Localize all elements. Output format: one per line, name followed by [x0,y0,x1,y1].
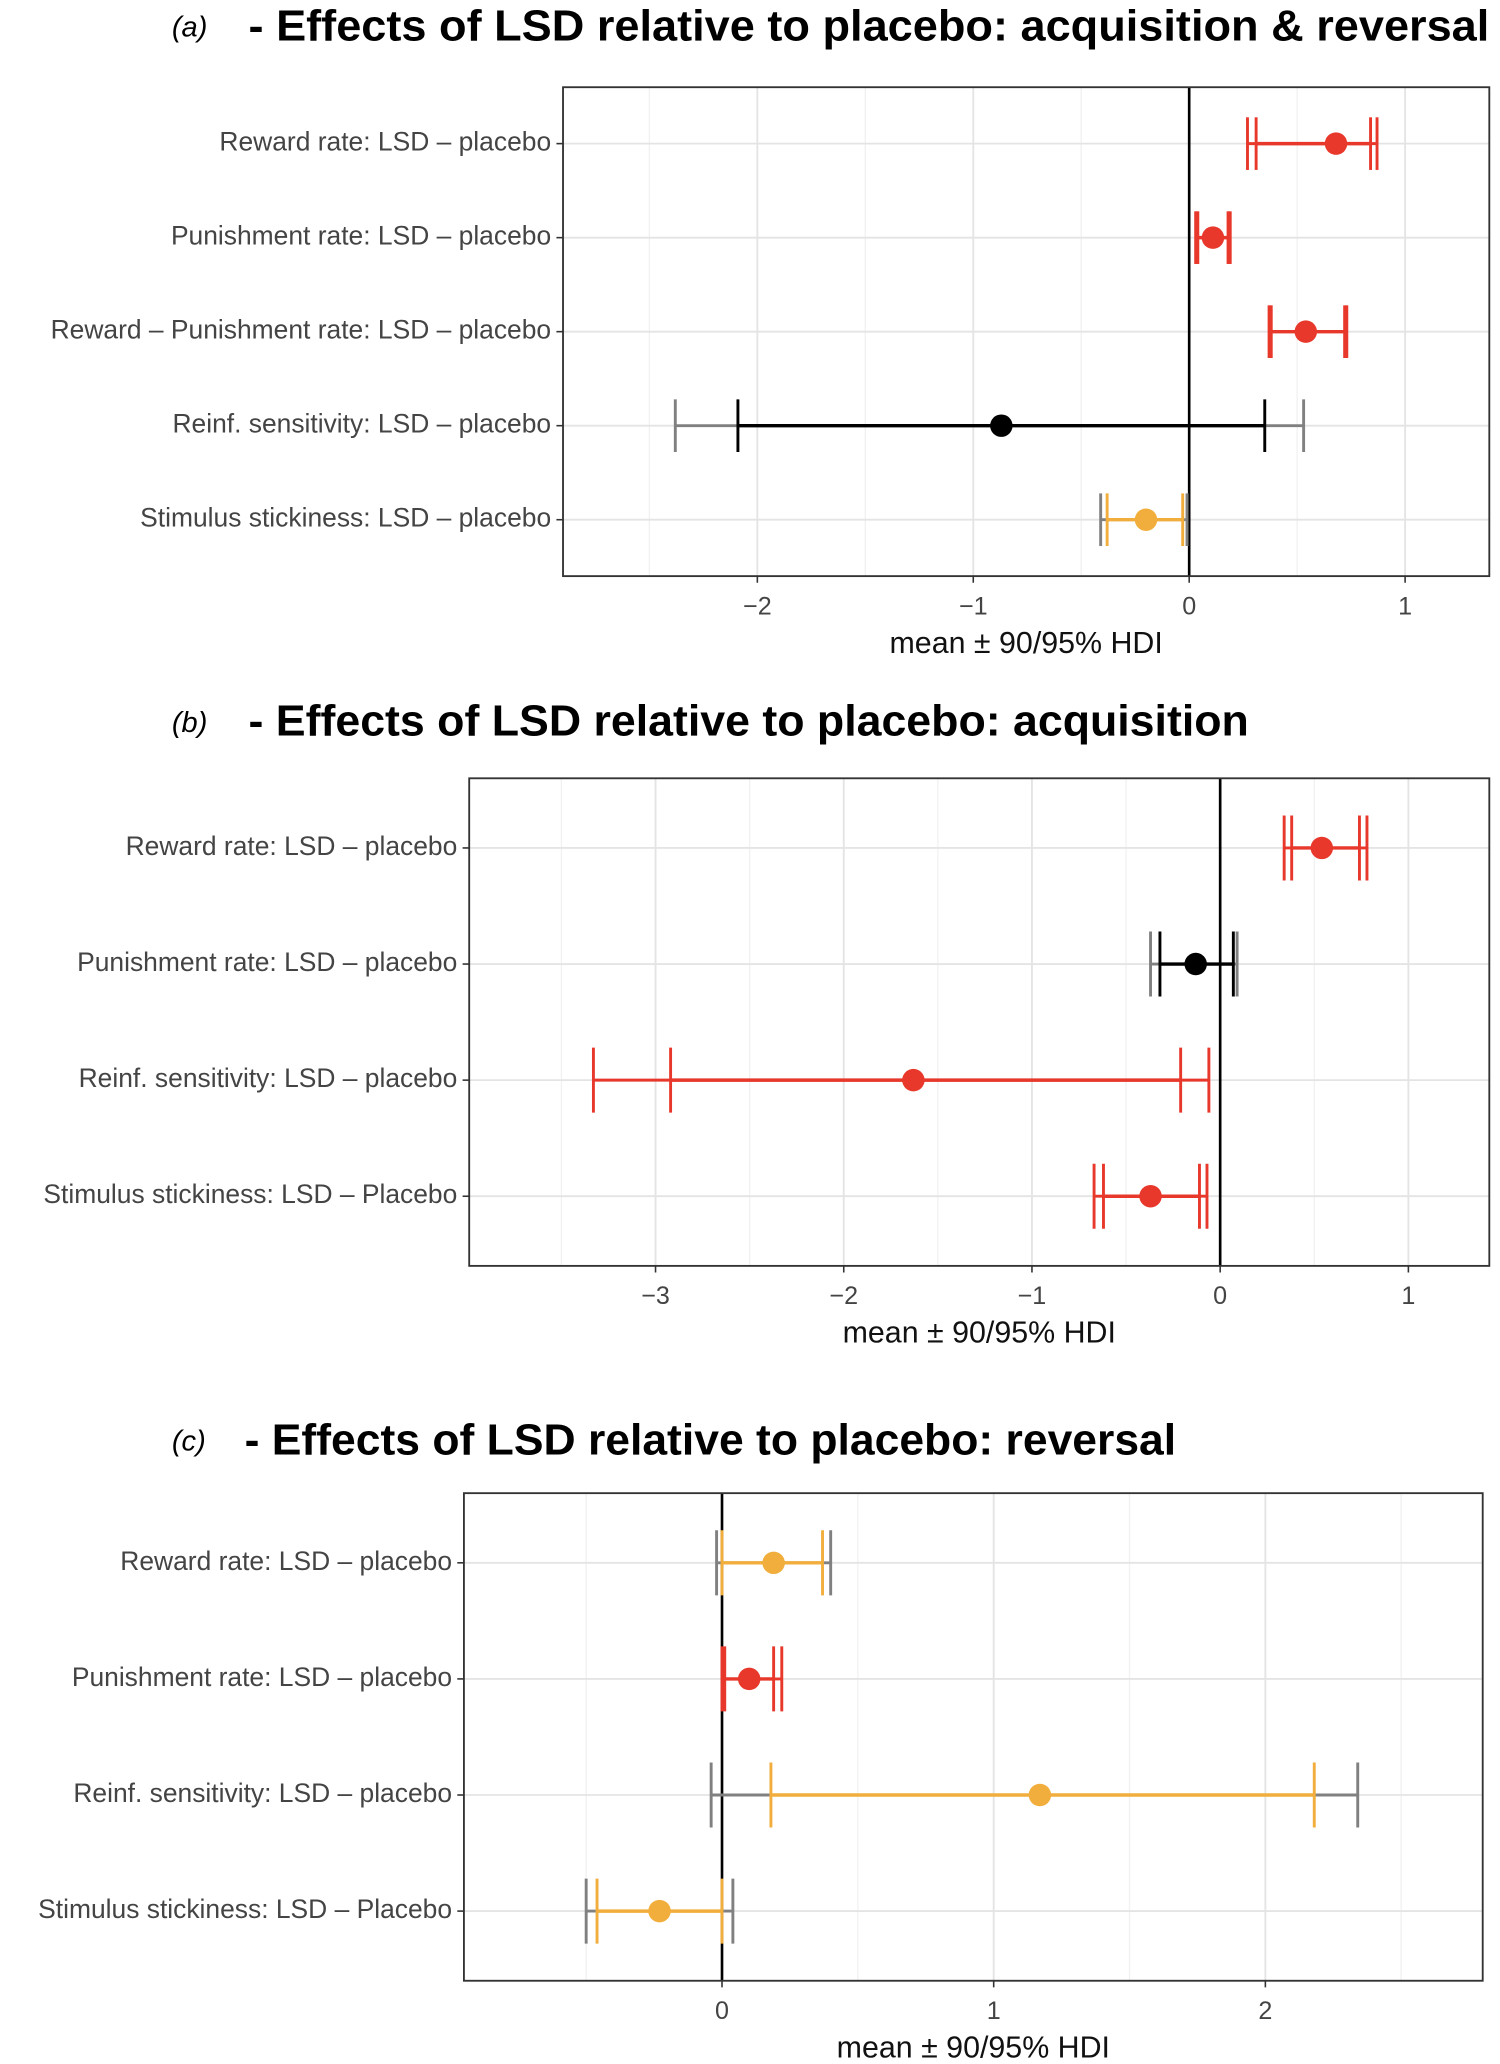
category-label: Punishment rate: LSD – placebo [77,947,457,977]
category-label: Punishment rate: LSD – placebo [72,1662,452,1692]
x-tick-label: −3 [641,1282,670,1310]
chart-title: - Effects of LSD relative to placebo: ac… [249,3,1490,51]
category-label: Stimulus stickiness: LSD – Placebo [43,1179,457,1209]
category-label: Reinf. sensitivity: LSD – placebo [172,409,551,439]
x-tick-label: 0 [715,1997,729,2025]
mean-point [1294,320,1318,343]
category-label: Stimulus stickiness: LSD – Placebo [38,1894,452,1924]
plot-background [469,778,1490,1266]
x-axis-label: mean ± 90/95% HDI [843,1316,1116,1350]
mean-point [648,1899,671,1923]
mean-point [1184,952,1207,976]
mean-point [1310,836,1334,860]
x-tick-label: 2 [1258,1997,1272,2025]
category-label: Reward rate: LSD – placebo [120,1546,452,1576]
category-label: Reward rate: LSD – placebo [126,831,458,861]
chart-title: - Effects of LSD relative to placebo: re… [245,1416,1177,1464]
chart-title: - Effects of LSD relative to placebo: ac… [249,698,1249,746]
x-axis-label: mean ± 90/95% HDI [837,2030,1110,2064]
category-label: Reward rate: LSD – placebo [219,127,551,157]
category-label: Reward – Punishment rate: LSD – placebo [51,315,552,345]
mean-point [737,1667,761,1691]
x-axis-label: mean ± 90/95% HDI [890,626,1163,660]
x-tick-label: 1 [1398,592,1412,620]
mean-point [990,414,1013,437]
category-label: Reinf. sensitivity: LSD – placebo [79,1063,458,1093]
plot-background [463,1493,1483,1981]
category-label: Punishment rate: LSD – placebo [171,221,551,251]
mean-point [1139,1184,1162,1208]
category-label: Reinf. sensitivity: LSD – placebo [73,1778,452,1808]
mean-point [762,1551,785,1575]
x-tick-label: 1 [987,1997,1001,2025]
x-tick-label: 1 [1401,1282,1415,1310]
category-label: Stimulus stickiness: LSD – placebo [140,503,551,533]
plot-border [462,1492,1484,1982]
mean-point [902,1068,925,1092]
plot-border [562,86,1491,578]
x-tick-label: −2 [743,592,772,620]
x-tick-label: 0 [1213,1282,1227,1310]
mean-point [1324,132,1348,155]
panel-label: (b) [172,707,208,739]
x-tick-label: −1 [959,592,988,620]
x-tick-label: −1 [1018,1282,1047,1310]
mean-point [1028,1783,1052,1807]
x-tick-label: 0 [1182,592,1196,620]
mean-point [1201,226,1225,249]
panel-label: (a) [172,12,208,44]
plot-border [468,777,1491,1267]
mean-point [1134,508,1158,531]
x-tick-label: −2 [829,1282,858,1310]
panel-label: (c) [172,1426,206,1458]
